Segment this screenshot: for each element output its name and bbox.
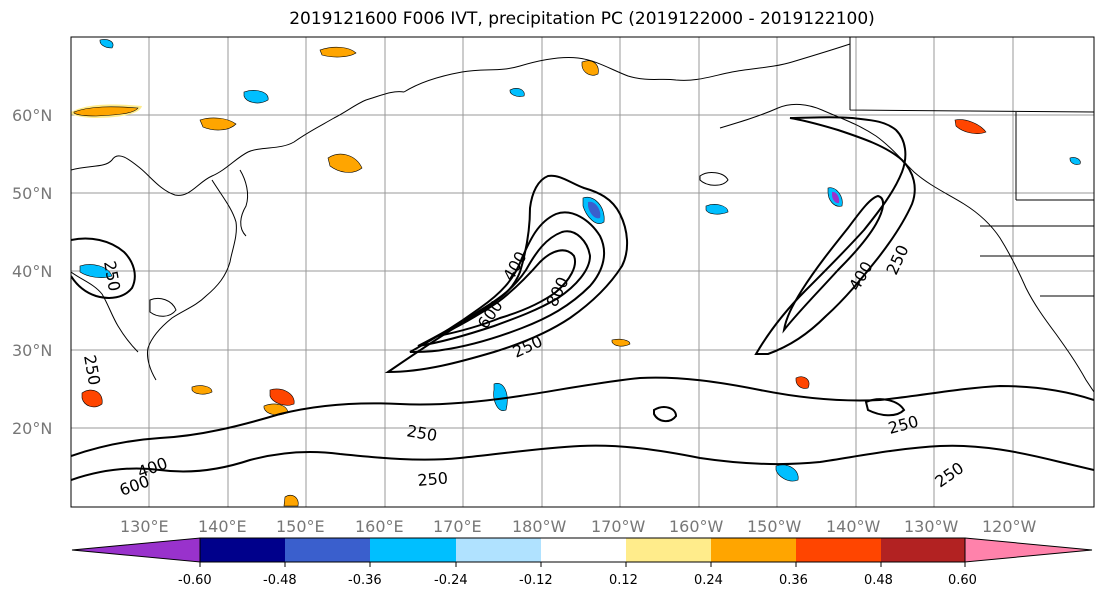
map-border <box>70 36 1095 508</box>
colorbar-segment <box>285 538 370 562</box>
lat-label-30n: 30°N <box>12 341 53 360</box>
colorbar-extend-low <box>71 537 201 563</box>
lon-label-140e: 140°E <box>198 517 247 536</box>
colorbar-tick-label: 0.60 <box>948 573 977 588</box>
lat-label-50n: 50°N <box>12 184 53 203</box>
lon-label-170w: 170°W <box>591 517 646 536</box>
colorbar-segment <box>881 538 965 562</box>
lon-label-130e: 130°E <box>120 517 169 536</box>
precip-patch <box>269 388 295 406</box>
colorbar-tick-label: 0.48 <box>864 573 893 588</box>
precip-patch <box>79 264 113 278</box>
precip-positive-patches <box>71 46 987 507</box>
lon-label-130w: 130°W <box>904 517 959 536</box>
colorbar-segment <box>626 538 711 562</box>
colorbar-extend-high <box>964 537 1093 563</box>
precip-patch <box>775 464 799 482</box>
colorbar-tick-label: -0.24 <box>434 573 468 588</box>
precip-patch <box>1069 157 1081 165</box>
precip-patch <box>319 46 357 58</box>
lon-label-180w: 180°W <box>512 517 567 536</box>
colorbar-tick-label: 0.24 <box>694 573 723 588</box>
precip-patch <box>795 376 810 389</box>
colorbar <box>71 537 1093 567</box>
map-title: 2019121600 F006 IVT, precipitation PC (2… <box>289 9 875 29</box>
colorbar-tick-label: -0.48 <box>263 573 297 588</box>
map-frame <box>71 37 1094 507</box>
precip-patch <box>243 90 269 104</box>
ivt-contours <box>71 116 1094 481</box>
lon-label-140w: 140°W <box>826 517 881 536</box>
colorbar-segment <box>541 538 626 562</box>
precip-patch <box>191 385 213 395</box>
lon-label-150w: 150°W <box>747 517 802 536</box>
colorbar-tick-label: -0.60 <box>178 573 212 588</box>
lat-label-40n: 40°N <box>12 262 53 281</box>
precip-patch <box>327 153 363 173</box>
coastlines <box>71 37 1094 393</box>
colorbar-border <box>199 537 966 563</box>
precip-patch <box>832 191 840 204</box>
lat-label-20n: 20°N <box>12 419 53 438</box>
lon-label-170e: 170°E <box>433 517 482 536</box>
colorbar-segment <box>456 538 541 562</box>
colorbar-segment <box>796 538 881 562</box>
precip-patch <box>199 117 237 131</box>
lat-label-60n: 60°N <box>12 106 53 125</box>
precip-patch <box>99 39 114 49</box>
colorbar-tick-label: -0.36 <box>348 573 382 588</box>
precip-patch <box>283 494 299 507</box>
precip-patch <box>705 204 729 215</box>
lon-label-160w: 160°W <box>669 517 724 536</box>
lon-label-150e: 150°E <box>276 517 325 536</box>
contour-label: 250 <box>417 468 449 490</box>
precip-patch <box>73 106 139 117</box>
colorbar-tick-label: -0.12 <box>519 573 553 588</box>
precip-patch <box>611 338 631 347</box>
lon-label-120w: 120°W <box>982 517 1037 536</box>
precip-patch <box>588 201 601 219</box>
colorbar-tick-label: 0.36 <box>779 573 808 588</box>
lon-label-160e: 160°E <box>355 517 404 536</box>
precip-patch <box>954 119 987 134</box>
precip-negative-patches <box>79 39 1081 482</box>
precip-patch <box>493 383 508 411</box>
precip-patch <box>81 389 103 408</box>
colorbar-tick-label: 0.12 <box>609 573 638 588</box>
gridlines <box>71 37 1094 507</box>
precip-patch <box>509 88 525 97</box>
colorbar-segment <box>370 538 456 562</box>
colorbar-segment <box>200 538 285 562</box>
colorbar-segment <box>711 538 796 562</box>
